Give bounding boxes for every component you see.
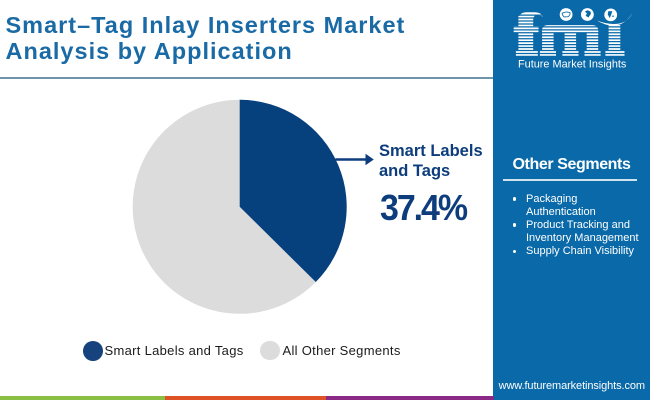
- svg-text:Future Market Insights: Future Market Insights: [518, 59, 627, 71]
